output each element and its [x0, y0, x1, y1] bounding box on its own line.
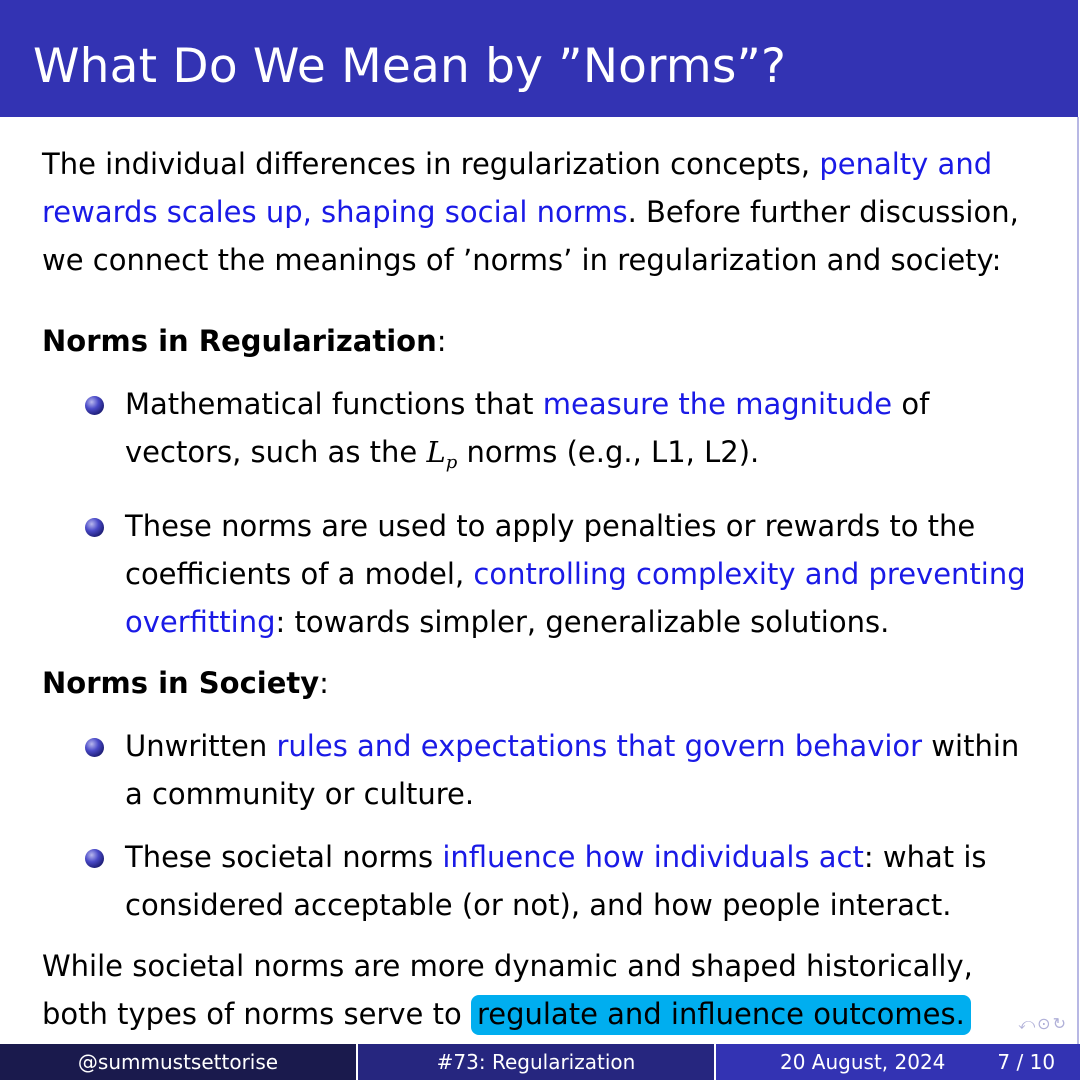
society-heading-colon: : — [319, 666, 329, 700]
slide-title: What Do We Mean by ”Norms”? — [33, 39, 787, 94]
footer-bar: @summustsettorise #73: Regularization 20… — [0, 1044, 1080, 1080]
footer-title: #73: Regularization — [358, 1044, 716, 1080]
intro-text-1: The individual differences in regulariza… — [42, 147, 820, 181]
highlighted-phrase: regulate and influence outcomes. — [470, 995, 971, 1035]
society-list: Unwritten rules and expectations that go… — [42, 722, 1032, 929]
item-text: within a community or culture. — [125, 729, 1020, 811]
slide-body: The individual differences in regulariza… — [42, 140, 1032, 1038]
list-item: These societal norms influence how indiv… — [42, 833, 1032, 929]
regularization-list: Mathematical functions that measure the … — [42, 380, 1032, 646]
item-text: Unwritten — [125, 729, 277, 763]
title-bar: What Do We Mean by ”Norms”? — [0, 0, 1076, 117]
bullet-ball-icon — [85, 396, 104, 415]
item-text: Mathematical functions that — [125, 387, 543, 421]
title-bar-edge — [1076, 0, 1080, 117]
bullet-ball-icon — [85, 518, 104, 537]
bullet-ball-icon — [85, 738, 104, 757]
item-highlight: rules and expectations that govern behav… — [276, 729, 923, 763]
intro-highlight: penalty and rewards scales up, shaping s… — [42, 147, 993, 229]
item-text: norms (e.g., L1, L2). — [457, 435, 760, 469]
item-text: : what is considered acceptable (or not)… — [125, 840, 987, 922]
regularization-heading-text: Norms in Regularization — [42, 324, 437, 358]
footer-date: 20 August, 2024 — [780, 1050, 946, 1074]
navigation-controls-icon[interactable]: ⤺⊙↻ — [1018, 1014, 1068, 1033]
right-margin-rule — [1077, 117, 1079, 1044]
item-text: of vectors, such as the — [125, 387, 930, 469]
item-text: These norms are used to apply penalties … — [125, 509, 976, 591]
closing-paragraph: While societal norms are more dynamic an… — [42, 942, 1032, 1038]
math-subscript: p — [445, 452, 458, 473]
list-item: Unwritten rules and expectations that go… — [42, 722, 1032, 818]
intro-text-2: . Before further discussion, we connect … — [42, 195, 1019, 277]
bullet-ball-icon — [85, 849, 104, 868]
society-heading-text: Norms in Society — [42, 666, 320, 700]
item-highlight: measure the magnitude — [542, 387, 893, 421]
list-item: Mathematical functions that measure the … — [42, 380, 1032, 487]
regularization-heading-colon: : — [436, 324, 447, 358]
society-heading: Norms in Society: — [42, 659, 1032, 707]
footer-author: @summustsettorise — [0, 1044, 358, 1080]
regularization-heading: Norms in Regularization: — [42, 317, 1032, 365]
lp-norm-math: Lp — [426, 435, 457, 473]
list-item: These norms are used to apply penalties … — [42, 502, 1032, 646]
item-highlight: influence how individuals act — [442, 840, 864, 874]
closing-text: While societal norms are more dynamic an… — [42, 949, 973, 1031]
intro-paragraph: The individual differences in regulariza… — [42, 140, 1032, 284]
item-text: : towards simpler, generalizable solutio… — [275, 605, 890, 639]
math-base: L — [426, 435, 446, 469]
item-text: These societal norms — [125, 840, 443, 874]
page-number: 7 / 10 — [997, 1050, 1056, 1074]
footer-date-page: 20 August, 2024 7 / 10 — [716, 1044, 1080, 1080]
item-highlight: controlling complexity and preventing ov… — [125, 557, 1026, 639]
